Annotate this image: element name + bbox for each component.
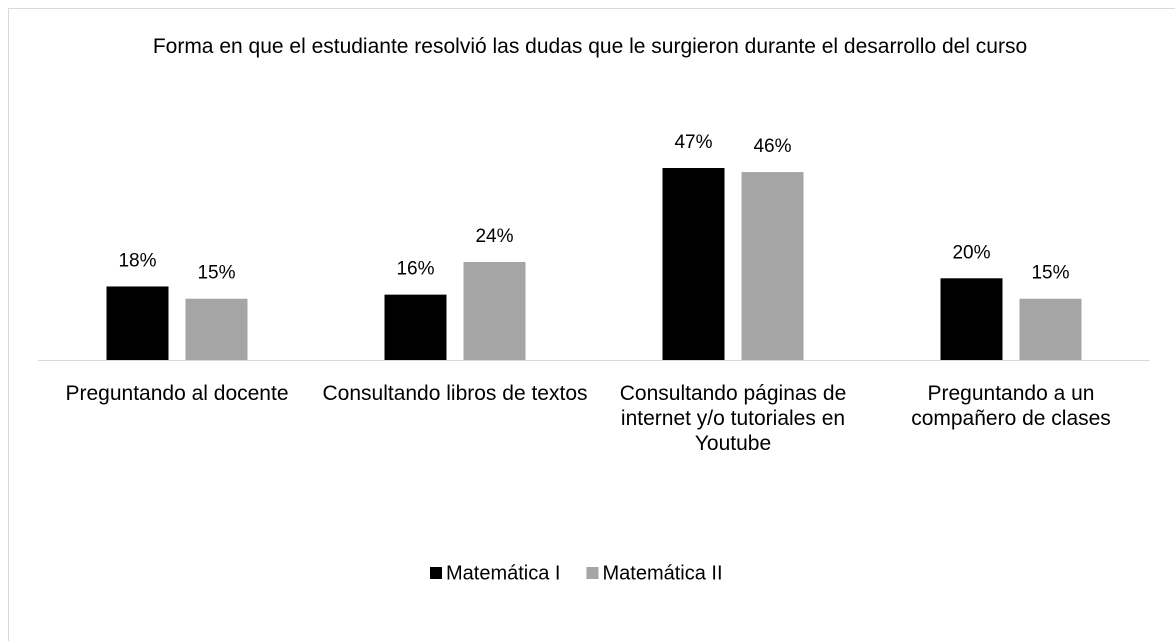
x-tick-label: Preguntando a un compañero de clases bbox=[911, 382, 1111, 430]
x-tick-label: Consultando libros de textos bbox=[322, 382, 588, 405]
data-label: 15% bbox=[1031, 263, 1069, 284]
legend-swatch bbox=[586, 567, 599, 579]
bar bbox=[106, 286, 169, 360]
legend-swatch bbox=[430, 567, 442, 579]
data-label: 47% bbox=[674, 132, 712, 153]
data-label: 20% bbox=[952, 242, 990, 263]
data-label: 46% bbox=[753, 136, 791, 157]
data-label: 16% bbox=[396, 259, 434, 280]
x-tick-label: Consultando páginas de internet y/o tuto… bbox=[619, 382, 847, 455]
chart-title: Forma en que el estudiante resolvió las … bbox=[152, 35, 1028, 58]
data-label: 15% bbox=[197, 263, 235, 284]
bar bbox=[384, 294, 447, 360]
bar bbox=[662, 168, 725, 360]
x-tick-label: Preguntando al docente bbox=[65, 382, 289, 405]
chart-border bbox=[8, 8, 1175, 641]
bar bbox=[940, 278, 1003, 360]
legend-label: Matemática I bbox=[446, 562, 560, 584]
bar bbox=[741, 172, 804, 360]
bar bbox=[463, 261, 526, 360]
bar bbox=[185, 298, 248, 360]
data-label: 18% bbox=[118, 250, 156, 271]
data-label: 24% bbox=[475, 226, 513, 247]
legend-label: Matemática II bbox=[602, 562, 722, 584]
bar bbox=[1019, 298, 1082, 360]
